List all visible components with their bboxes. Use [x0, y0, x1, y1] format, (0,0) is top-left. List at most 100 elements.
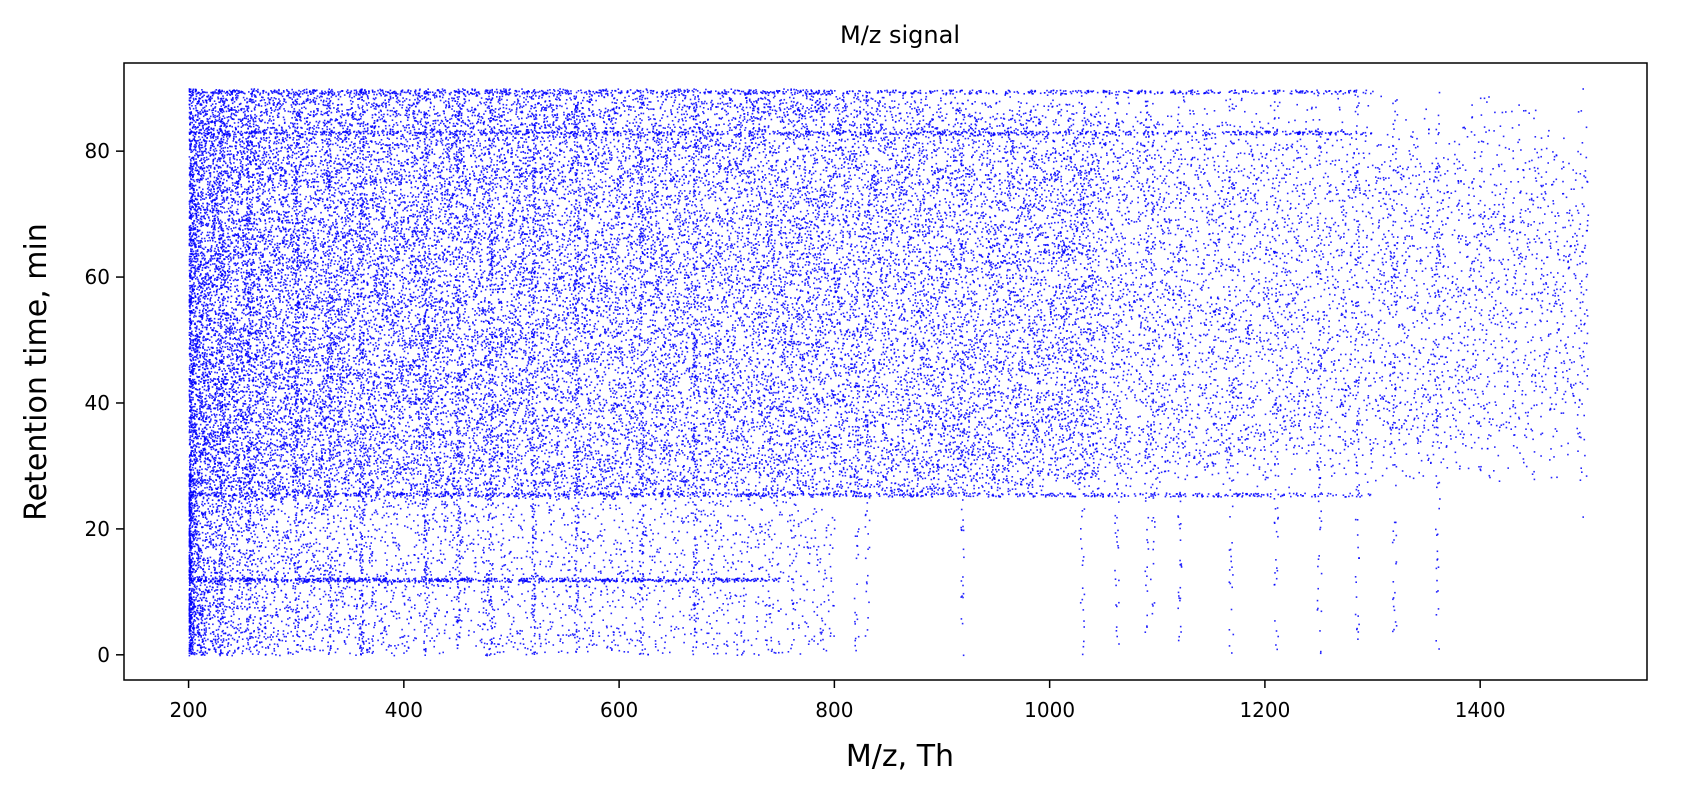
data-point [702, 317, 704, 319]
data-point [1285, 426, 1287, 428]
data-point [594, 126, 596, 128]
data-point [479, 101, 481, 103]
data-point [1069, 429, 1071, 431]
data-point [338, 235, 340, 237]
data-point [1379, 220, 1381, 222]
data-point [467, 480, 469, 482]
data-point [600, 363, 602, 365]
data-point [871, 466, 873, 468]
data-point [554, 444, 556, 446]
data-point [1254, 126, 1256, 128]
data-point [1522, 403, 1524, 405]
data-point [396, 217, 398, 219]
data-point [1358, 220, 1360, 222]
data-point [929, 275, 931, 277]
data-point [241, 275, 243, 277]
data-point [1186, 406, 1188, 408]
data-point [681, 157, 683, 159]
data-point [850, 203, 852, 205]
data-point [757, 223, 759, 225]
data-point [606, 127, 608, 129]
data-point [471, 288, 473, 290]
data-point [962, 369, 964, 371]
data-point [621, 359, 623, 361]
data-point [679, 154, 681, 156]
data-point [1484, 418, 1486, 420]
data-point [854, 234, 856, 236]
data-point [735, 269, 737, 271]
data-point [858, 147, 860, 149]
data-point [722, 388, 724, 390]
data-point [989, 295, 991, 297]
data-point [687, 351, 689, 353]
data-point [881, 189, 883, 191]
data-point [984, 441, 986, 443]
data-point [670, 315, 672, 317]
data-point [367, 393, 369, 395]
data-point [510, 395, 512, 397]
data-point [736, 447, 738, 449]
data-point [361, 472, 363, 474]
data-point [299, 369, 301, 371]
data-point [1087, 472, 1089, 474]
data-point [1002, 447, 1004, 449]
data-point [882, 488, 884, 490]
data-point [1313, 354, 1315, 356]
data-point [702, 147, 704, 149]
data-point [1292, 223, 1294, 225]
data-point [1291, 422, 1293, 424]
data-point [679, 222, 681, 224]
data-point [434, 355, 436, 357]
data-point [637, 307, 639, 309]
data-point [637, 101, 639, 103]
data-point [1134, 221, 1136, 223]
data-point [1421, 322, 1423, 324]
data-point [608, 410, 610, 412]
data-point [978, 140, 980, 142]
data-point [363, 216, 365, 218]
data-point [463, 446, 465, 448]
data-point [295, 461, 297, 463]
data-point [414, 299, 416, 301]
data-point [526, 284, 528, 286]
data-point [1495, 300, 1497, 302]
data-point [405, 250, 407, 252]
data-point [808, 234, 810, 236]
data-point [444, 183, 446, 185]
data-point [822, 434, 824, 436]
data-point [324, 140, 326, 142]
data-point [1213, 368, 1215, 370]
data-point [615, 393, 617, 395]
data-point [374, 120, 376, 122]
data-point [660, 480, 662, 482]
data-point [453, 457, 455, 459]
data-point [1113, 314, 1115, 316]
data-point [801, 415, 803, 417]
data-point [1034, 346, 1036, 348]
data-point [606, 144, 608, 146]
data-point [489, 131, 491, 133]
data-point [1260, 153, 1262, 155]
data-point [438, 406, 440, 408]
data-points [189, 88, 1590, 656]
data-point [724, 426, 726, 428]
data-point [760, 224, 762, 226]
data-point [811, 187, 813, 189]
data-point [1383, 179, 1385, 181]
data-point [631, 247, 633, 249]
data-point [352, 214, 354, 216]
data-point [989, 336, 991, 338]
data-point [236, 454, 238, 456]
data-point [1251, 149, 1253, 151]
data-point [193, 163, 195, 165]
data-point [1131, 201, 1133, 203]
data-point [840, 416, 842, 418]
data-point [264, 210, 266, 212]
data-point [493, 141, 495, 143]
data-point [441, 286, 443, 288]
data-point [632, 406, 634, 408]
data-point [219, 367, 221, 369]
data-point [604, 168, 606, 170]
data-point [457, 266, 459, 268]
data-point [326, 305, 328, 307]
